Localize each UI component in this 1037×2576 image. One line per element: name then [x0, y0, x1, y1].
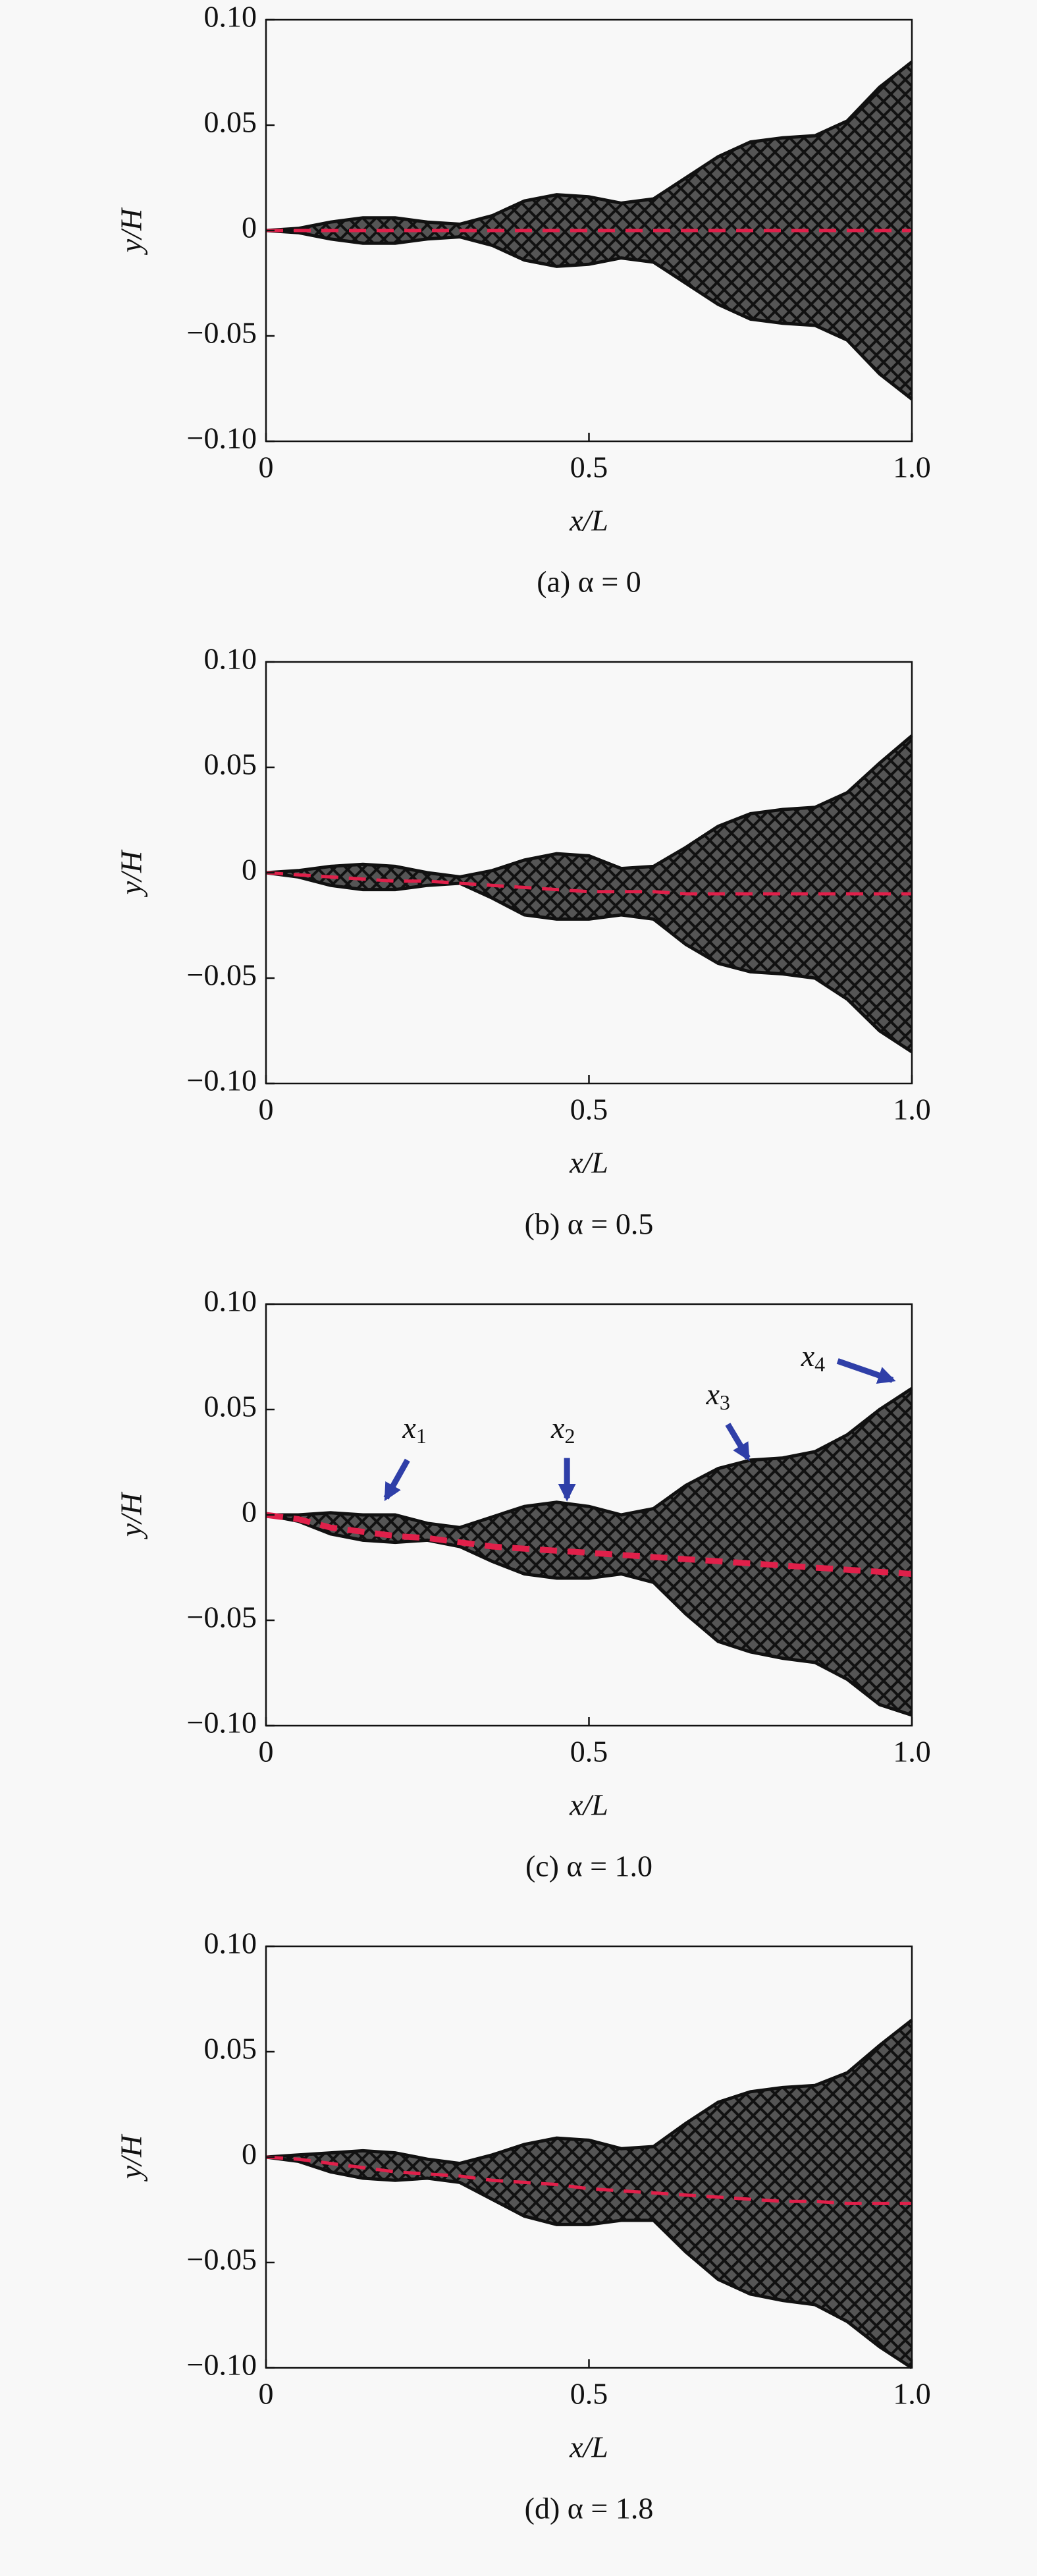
y-tick-label: −0.10 — [187, 1064, 257, 1097]
x-tick-label: 0 — [259, 451, 274, 484]
y-tick-label: 0.10 — [204, 1927, 257, 1960]
annotation-text: x — [705, 1377, 720, 1410]
envelope-fill — [266, 62, 912, 399]
x-axis-label: x/L — [569, 2430, 608, 2464]
annotation-subscript: 1 — [416, 1424, 427, 1448]
x-tick-label: 0.5 — [570, 2377, 608, 2411]
annotation-subscript: 2 — [564, 1424, 575, 1448]
x-tick-label: 1.0 — [893, 2377, 931, 2411]
envelope-fill — [266, 736, 912, 1052]
x-tick-label: 1.0 — [893, 1093, 931, 1126]
y-tick-label: 0 — [242, 211, 257, 244]
x-tick-label: 1.0 — [893, 1735, 931, 1768]
y-tick-label: 0.05 — [204, 748, 257, 781]
caption: (d) α = 1.8 — [525, 2492, 654, 2525]
envelope-line — [265, 2019, 913, 2166]
arrow — [725, 1423, 751, 1462]
y-tick-label: 0 — [242, 1495, 257, 1529]
panel: −0.10 −0.05 0 0.05 0.10 0 0.5 1.0 x/L y/H (d) α = … — [115, 1927, 931, 2525]
annotation-text: x — [550, 1411, 565, 1444]
envelope-fill — [266, 1388, 912, 1715]
annotation: x1 — [402, 1411, 426, 1448]
envelope-line — [265, 61, 913, 233]
y-tick-label: 0.05 — [204, 105, 257, 139]
caption: (c) α = 1.0 — [525, 1850, 652, 1883]
panel: −0.10 −0.05 0 0.05 0.10 0 0.5 1.0 x/L y/H (c) α = … — [115, 1284, 931, 1883]
annotation-text: x — [402, 1411, 416, 1444]
y-tick-label: −0.05 — [187, 958, 257, 992]
annotation: x2 — [550, 1411, 575, 1448]
y-tick-label: 0.10 — [204, 0, 257, 34]
envelope-line — [265, 2155, 913, 2370]
y-tick-label: −0.10 — [187, 2348, 257, 2382]
arrow — [383, 1458, 410, 1502]
y-tick-label: 0.10 — [204, 642, 257, 676]
mean-line — [265, 871, 912, 896]
y-tick-label: −0.05 — [187, 2243, 257, 2276]
y-axis-label: y/H — [115, 1491, 148, 1539]
annotation-text: x — [801, 1339, 815, 1373]
x-axis-label: x/L — [569, 1146, 608, 1180]
annotation: x4 — [801, 1339, 825, 1377]
caption: (b) α = 0.5 — [525, 1207, 654, 1241]
y-tick-label: 0 — [242, 2137, 257, 2171]
y-tick-label: −0.05 — [187, 1601, 257, 1634]
envelope-line — [266, 1386, 913, 1529]
envelope-line — [265, 871, 913, 1054]
x-tick-label: 0.5 — [570, 451, 608, 484]
x-tick-label: 0 — [259, 2377, 274, 2411]
y-tick-label: 0.05 — [204, 2032, 257, 2066]
annotation: x3 — [705, 1377, 730, 1414]
y-tick-label: 0.05 — [204, 1390, 257, 1423]
y-tick-label: −0.05 — [187, 316, 257, 350]
x-tick-label: 0.5 — [570, 1093, 608, 1126]
y-axis-label: y/H — [115, 207, 148, 255]
y-axis-label: y/H — [115, 2133, 148, 2181]
mean-line — [265, 2155, 912, 2205]
annotation-subscript: 4 — [814, 1353, 825, 1377]
envelope-line — [265, 734, 913, 879]
x-tick-label: 0 — [259, 1093, 274, 1126]
y-tick-label: −0.10 — [187, 422, 257, 455]
mean-line — [265, 1512, 913, 1577]
annotation-subscript: 3 — [720, 1390, 730, 1414]
envelope-line — [265, 1513, 913, 1717]
arrow — [836, 1358, 896, 1384]
x-axis-label: x/L — [569, 504, 608, 537]
y-tick-label: −0.10 — [187, 1706, 257, 1740]
x-tick-label: 1.0 — [893, 451, 931, 484]
panel: −0.10 −0.05 0 0.05 0.10 0 0.5 1.0 x/L y/H (b) α = … — [115, 642, 931, 1241]
y-axis-label: y/H — [115, 849, 148, 897]
x-axis-label: x/L — [569, 1788, 608, 1822]
envelope-fill — [266, 2020, 912, 2368]
y-tick-label: 0.10 — [204, 1284, 257, 1318]
panel: −0.10 −0.05 0 0.05 0.10 0 0.5 1.0 x/L y/H (a) α = … — [115, 0, 931, 599]
x-tick-label: 0 — [259, 1735, 274, 1768]
envelope-line — [265, 229, 913, 400]
y-tick-label: 0 — [242, 853, 257, 887]
x-tick-label: 0.5 — [570, 1735, 608, 1768]
caption: (a) α = 0 — [537, 565, 641, 599]
